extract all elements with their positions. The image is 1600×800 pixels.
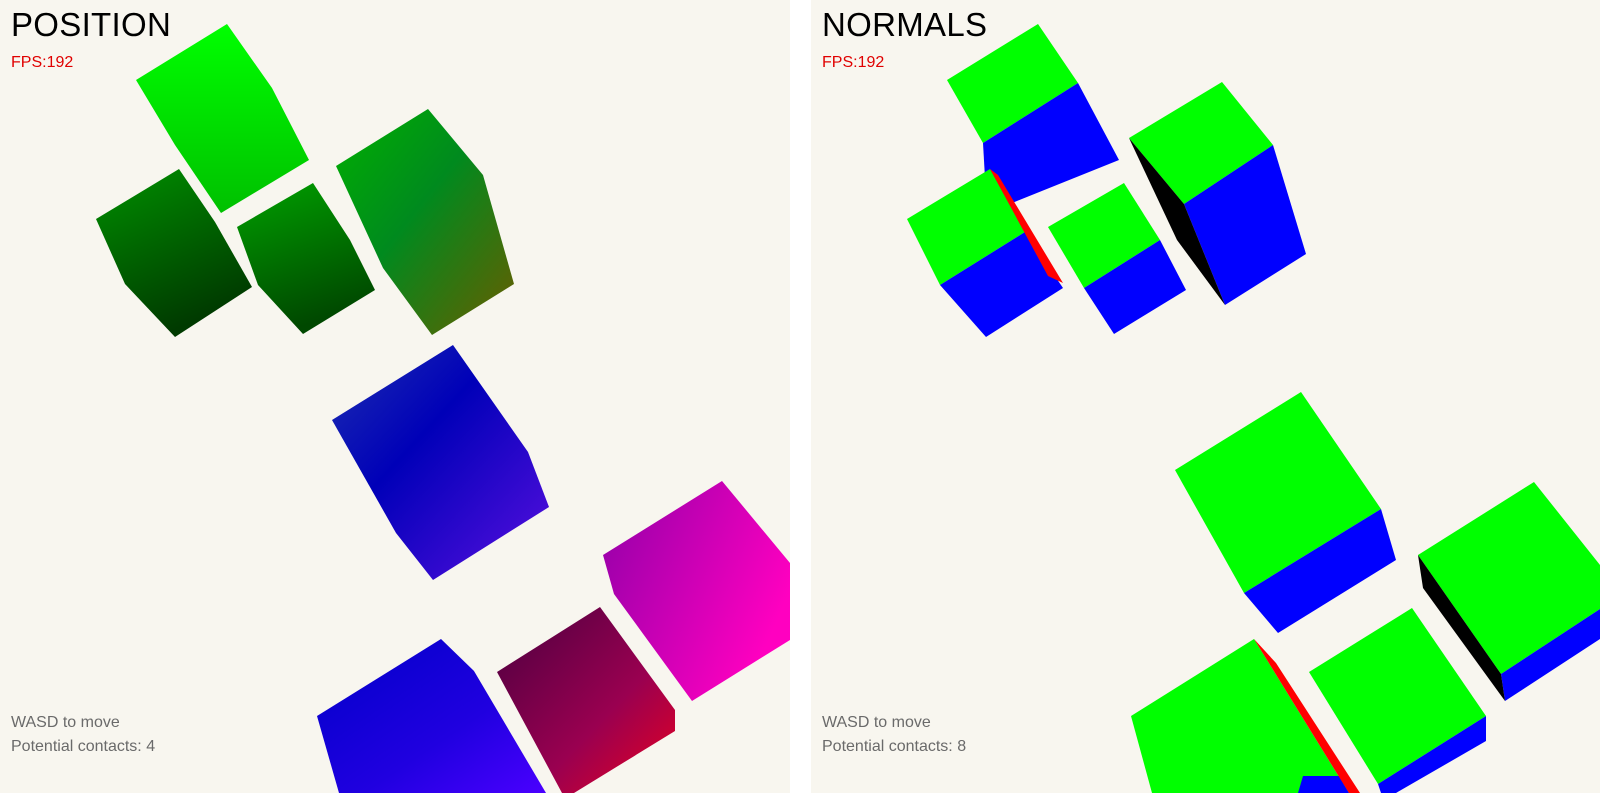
normals-cube-2	[907, 169, 1063, 337]
fps-label: FPS:	[11, 54, 47, 71]
fps-value: 192	[857, 54, 885, 71]
position-cube-7	[497, 607, 675, 793]
fps-value: 192	[46, 54, 74, 71]
contacts-value: 8	[957, 738, 967, 755]
controls-hint: WASD to move	[11, 714, 120, 731]
normals-scene[interactable]	[811, 0, 1600, 793]
position-viewport[interactable]: POSITION FPS:192 WASD to move Potential …	[0, 0, 790, 793]
position-cube-6	[317, 639, 546, 793]
view-title: POSITION	[11, 6, 172, 43]
normals-cube-6	[1131, 639, 1360, 793]
contacts-label: Potential contacts:	[11, 738, 147, 755]
position-cube-2	[96, 169, 252, 337]
normals-cube-5	[1175, 392, 1396, 633]
position-cube-4	[336, 109, 514, 335]
contacts-readout: Potential contacts: 4	[11, 738, 155, 756]
position-cube-1	[136, 24, 309, 213]
normals-cube-4	[1129, 82, 1306, 305]
position-cube-8	[603, 481, 790, 701]
normals-cube-3	[1048, 183, 1186, 334]
normals-cube-7	[1309, 608, 1486, 793]
position-cube-5	[332, 345, 549, 580]
position-scene[interactable]	[0, 0, 790, 793]
view-title: NORMALS	[822, 6, 988, 43]
fps-counter: FPS:192	[822, 54, 884, 72]
normals-cube-8	[1418, 482, 1600, 701]
fps-counter: FPS:192	[11, 54, 73, 72]
contacts-label: Potential contacts:	[822, 738, 958, 755]
position-cube-3	[237, 183, 375, 334]
contacts-readout: Potential contacts: 8	[822, 738, 966, 756]
fps-label: FPS:	[822, 54, 858, 71]
normals-cube-1	[947, 24, 1119, 213]
controls-hint: WASD to move	[822, 714, 931, 731]
contacts-value: 4	[146, 738, 156, 755]
normals-viewport[interactable]: NORMALS FPS:192 WASD to move Potential c…	[811, 0, 1600, 793]
